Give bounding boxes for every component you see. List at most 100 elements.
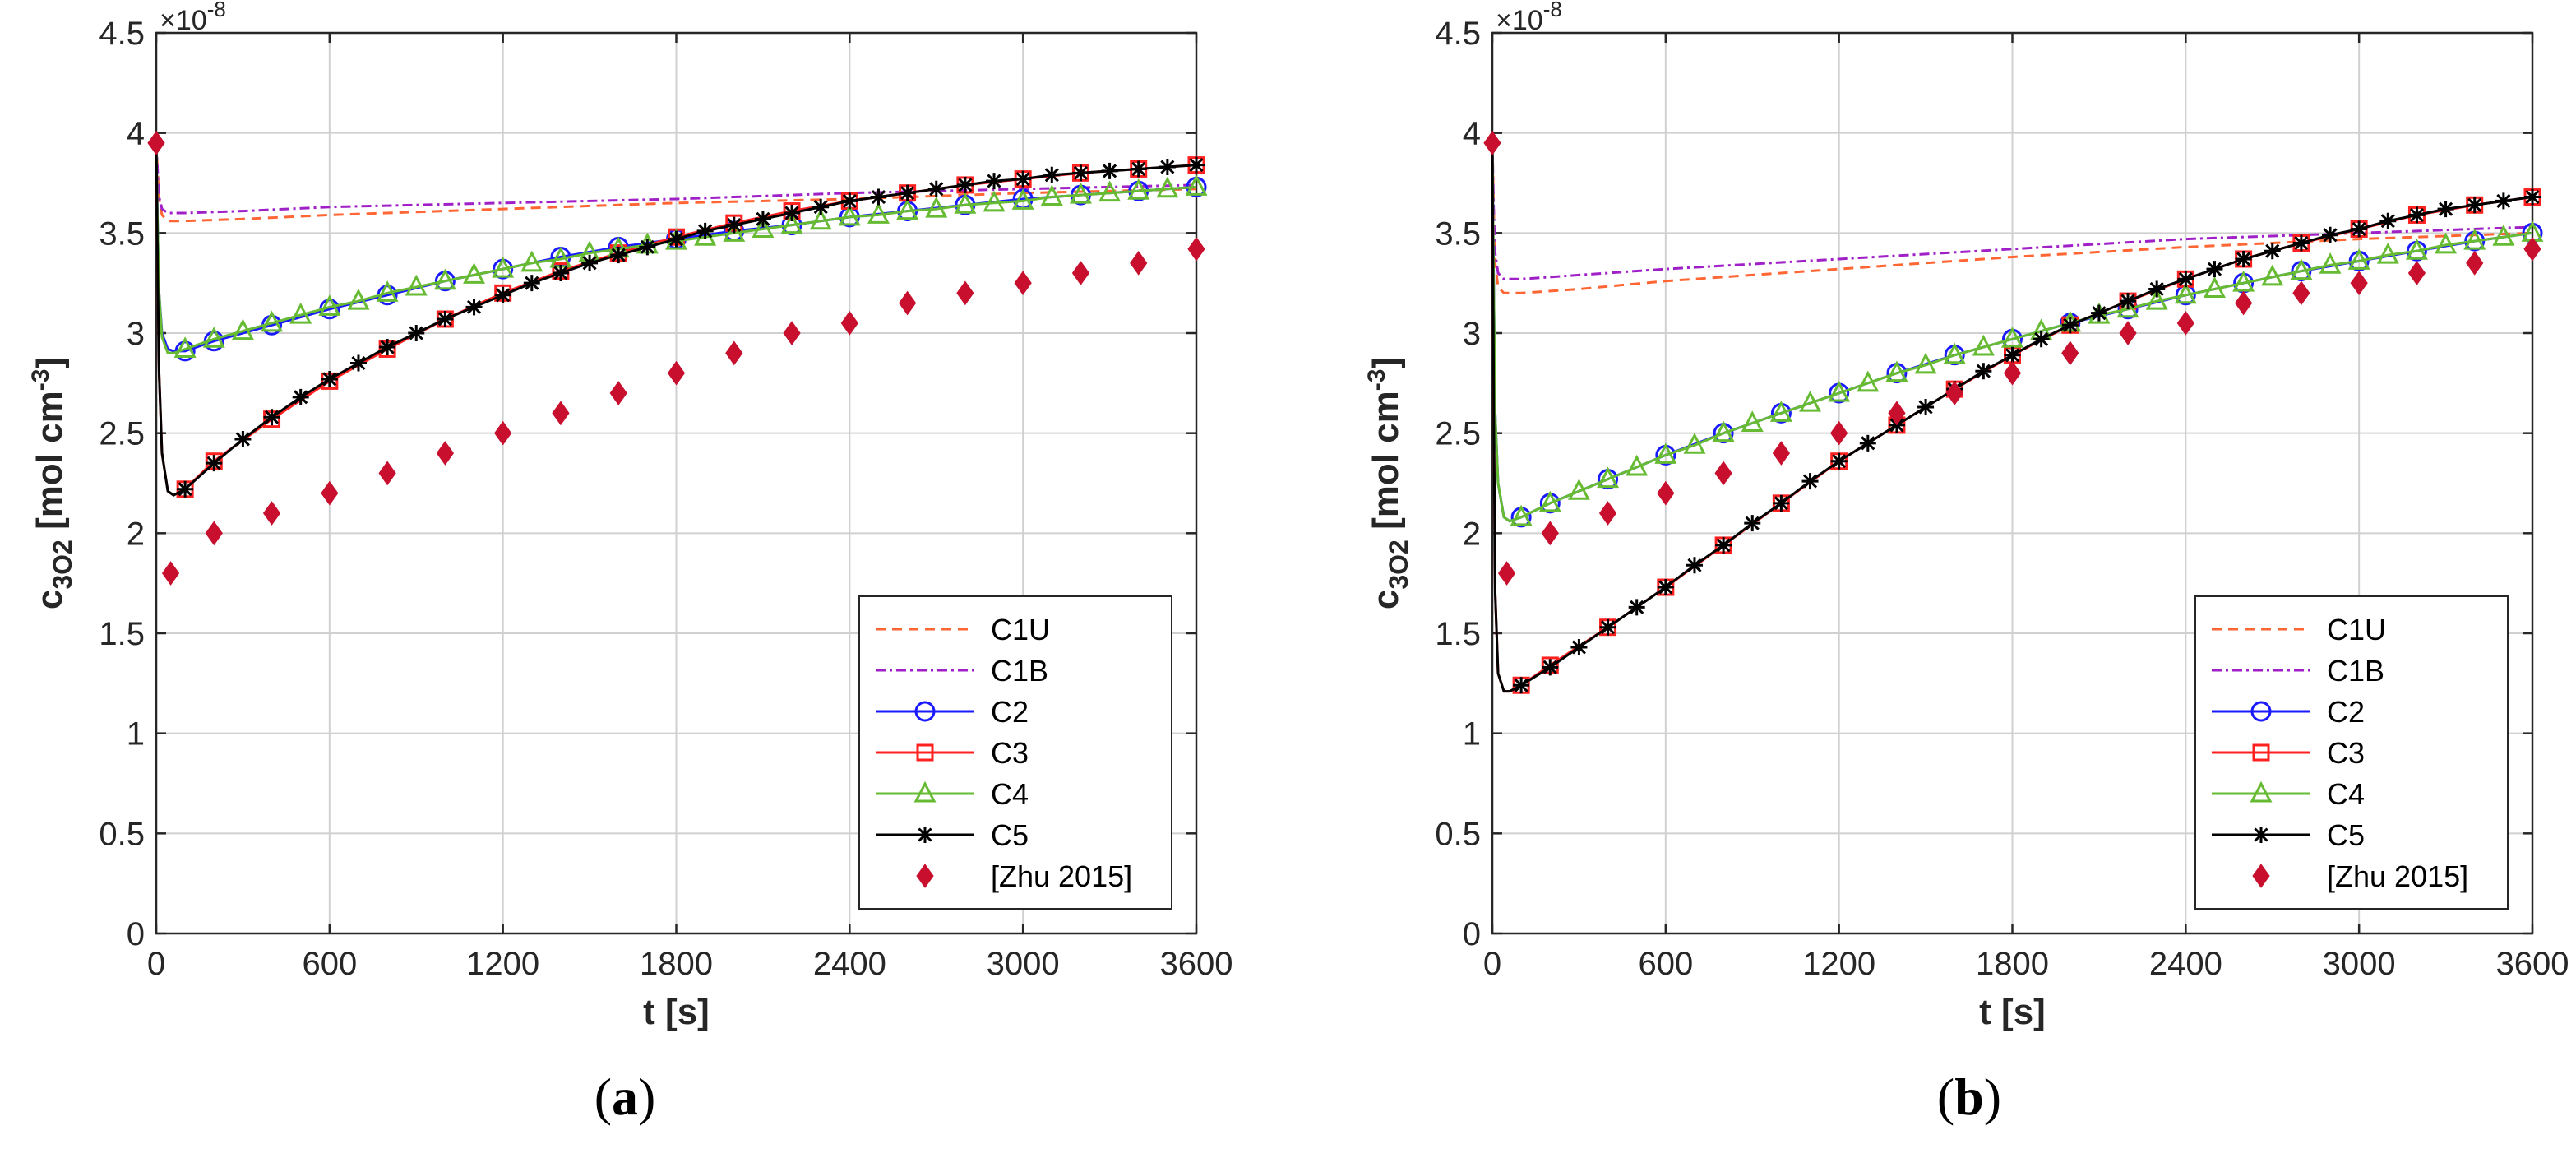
y-multiplier-exp: -8 bbox=[1543, 0, 1562, 21]
data-point-zhu-2015 bbox=[898, 290, 917, 316]
data-point-c5 bbox=[2379, 212, 2397, 229]
data-point-c5 bbox=[2004, 346, 2021, 364]
legend-item-c1b: C1B bbox=[2212, 654, 2384, 688]
y-tick-label: 2.5 bbox=[99, 416, 145, 452]
data-point-c5 bbox=[1101, 162, 1118, 179]
series-zhu-2015 bbox=[1483, 130, 2541, 586]
data-point-c4 bbox=[1510, 504, 1533, 526]
data-point-c4 bbox=[1069, 182, 1092, 204]
legend-label-c1u: C1U bbox=[2327, 613, 2386, 646]
data-point-c4 bbox=[1567, 479, 1590, 500]
data-point-c5 bbox=[2495, 192, 2512, 210]
legend-item-c4: C4 bbox=[876, 777, 1029, 811]
data-point-c4 bbox=[1885, 360, 1908, 382]
data-point-c4 bbox=[2405, 239, 2428, 260]
data-point-c4 bbox=[809, 208, 832, 230]
series-c1u bbox=[1491, 142, 2533, 294]
data-point-c4 bbox=[2435, 232, 2458, 254]
data-point-c4 bbox=[1712, 420, 1735, 442]
legend-item-c1u: C1U bbox=[2212, 613, 2386, 646]
data-point-c5 bbox=[784, 205, 801, 221]
data-point-c4 bbox=[983, 190, 1006, 212]
data-point-c4 bbox=[1683, 433, 1706, 454]
data-point-zhu-2015 bbox=[2234, 290, 2253, 316]
y-tick-label: 0.5 bbox=[99, 816, 145, 852]
data-point-c5 bbox=[2322, 226, 2339, 243]
data-point-c4 bbox=[1156, 176, 1179, 198]
data-point-c5 bbox=[1599, 618, 1616, 636]
y-axis-label: c3O2 [mol cm-3] bbox=[27, 357, 77, 609]
legend-label-c5: C5 bbox=[991, 818, 1029, 852]
y-tick-label: 4 bbox=[127, 116, 145, 152]
data-point-zhu-2015 bbox=[2119, 321, 2137, 345]
data-point-c5 bbox=[2090, 304, 2107, 322]
legend-item-zhu-2015: [Zhu 2015] bbox=[2252, 859, 2468, 893]
panel-label-open: ( bbox=[594, 1068, 612, 1126]
data-point-c4 bbox=[1538, 490, 1561, 512]
data-point-c5 bbox=[1744, 515, 1761, 532]
data-point-c4 bbox=[1597, 466, 1620, 489]
data-point-zhu-2015 bbox=[1483, 130, 1501, 155]
legend-item-c3: C3 bbox=[876, 736, 1029, 770]
data-point-c5 bbox=[234, 430, 252, 447]
series-c4 bbox=[1491, 142, 2544, 526]
data-point-c5 bbox=[2033, 331, 2050, 348]
data-point-c4 bbox=[1098, 180, 1122, 202]
data-point-c4 bbox=[1741, 410, 1764, 432]
data-point-c4 bbox=[231, 318, 254, 340]
data-point-c5 bbox=[465, 299, 483, 316]
y-label-sub: 3O2 bbox=[1384, 540, 1413, 589]
data-point-zhu-2015 bbox=[609, 381, 627, 405]
data-point-zhu-2015 bbox=[1598, 501, 1617, 526]
data-point-zhu-2015 bbox=[2061, 340, 2079, 366]
data-point-c5 bbox=[668, 230, 685, 248]
data-point-zhu-2015 bbox=[1888, 401, 1906, 426]
data-point-c4 bbox=[1040, 184, 1063, 206]
y-tick-label: 1.5 bbox=[99, 616, 145, 652]
data-point-zhu-2015 bbox=[956, 280, 974, 306]
x-tick-label: 0 bbox=[147, 946, 165, 982]
data-point-c4 bbox=[1799, 390, 1822, 412]
data-point-c4 bbox=[2347, 248, 2370, 270]
y-tick-label: 1 bbox=[127, 716, 145, 753]
legend-marker-c2 bbox=[914, 701, 936, 722]
y-multiplier: ×10-8 bbox=[1496, 0, 1562, 36]
y-tick-label: 0 bbox=[1463, 916, 1481, 952]
chart-panel-b: 0 600 1200 1800 2400 3000 3600 0 0.5 1 1.5 2 2.5 3 3.5… bbox=[1363, 0, 2569, 1126]
data-point-c5 bbox=[1975, 363, 1992, 380]
data-point-c4 bbox=[173, 336, 197, 358]
data-point-c5 bbox=[2235, 250, 2252, 267]
data-point-c5 bbox=[1657, 579, 1674, 596]
data-point-c5 bbox=[292, 388, 309, 405]
data-point-c5 bbox=[812, 198, 830, 215]
y-label-unit: [mol cm bbox=[30, 391, 70, 540]
data-point-c5 bbox=[927, 180, 945, 197]
data-point-c4 bbox=[463, 262, 486, 284]
data-point-c5 bbox=[1542, 659, 1559, 676]
data-point-c4 bbox=[2116, 296, 2139, 318]
data-point-c5 bbox=[725, 216, 742, 234]
y-tick-label: 4.5 bbox=[99, 16, 145, 52]
x-tick-label: 2400 bbox=[2149, 946, 2222, 982]
legend-label-c1b: C1B bbox=[2327, 654, 2384, 688]
data-point-c5 bbox=[2351, 220, 2368, 238]
data-point-c5 bbox=[1859, 434, 1876, 452]
data-point-c5 bbox=[1628, 599, 1645, 616]
data-point-zhu-2015 bbox=[2176, 310, 2194, 336]
y-label-main: c bbox=[1366, 590, 1406, 609]
data-point-c5 bbox=[2437, 201, 2454, 218]
y-multiplier-base: ×10 bbox=[160, 5, 207, 36]
data-point-zhu-2015 bbox=[2407, 261, 2426, 285]
x-tick-label: 3600 bbox=[1160, 946, 1233, 982]
data-point-c5 bbox=[321, 370, 338, 387]
legend-marker-c4 bbox=[2250, 780, 2273, 803]
data-point-zhu-2015 bbox=[321, 480, 339, 506]
y-tick-label: 3.5 bbox=[1435, 215, 1481, 252]
legend-label-c5: C5 bbox=[2327, 818, 2365, 852]
data-point-c5 bbox=[956, 176, 974, 193]
data-point-c5 bbox=[552, 265, 569, 281]
legend-label-c3: C3 bbox=[991, 736, 1029, 770]
y-label-unit-exp: -3 bbox=[27, 369, 54, 391]
legend-label-c1u: C1U bbox=[991, 613, 1050, 646]
